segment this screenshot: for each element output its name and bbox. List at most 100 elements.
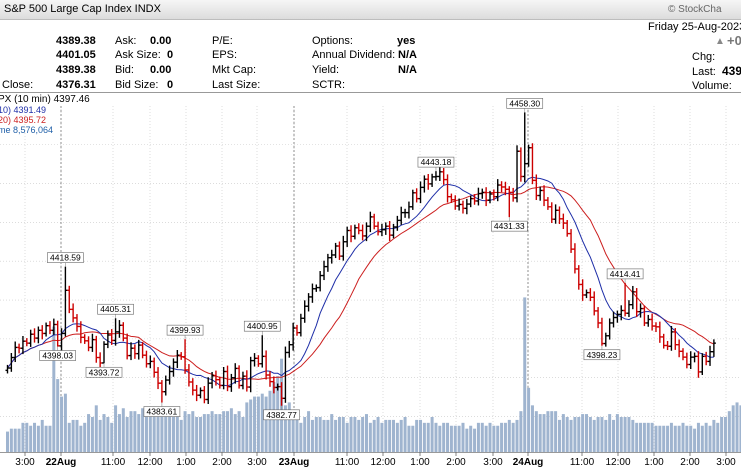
volume-bar: [160, 414, 164, 452]
volume-bar: [13, 428, 17, 452]
volume-bar: [210, 411, 214, 452]
volume-bar: [585, 414, 588, 452]
x-tick-label: 2:00: [680, 457, 700, 468]
ohlc-bar: [681, 348, 685, 361]
ohlc-bar: [542, 185, 547, 207]
annotation-box: [39, 350, 76, 361]
ohlc-bar: [433, 171, 438, 181]
ohlc-bar: [9, 353, 14, 372]
volume-bar: [739, 405, 741, 452]
volume-bar: [218, 414, 222, 452]
annotation-box: [166, 324, 204, 336]
ohlc-bar: [569, 229, 574, 253]
ohlc-bar: [599, 317, 604, 346]
chart-title: S&P 500 Large Cap Index INDX: [4, 3, 161, 15]
x-tick-label: 3:00: [483, 457, 503, 468]
ohlc-bar: [499, 181, 504, 193]
volume-bar: [199, 417, 202, 452]
ohlc-bar: [596, 307, 601, 329]
ohlc-bar: [210, 371, 215, 389]
ohlc-bar: [352, 224, 357, 240]
volume-bar: [557, 419, 561, 452]
volume-bar: [179, 419, 183, 452]
annotation-box: [490, 220, 528, 232]
volume-bar: [214, 414, 218, 452]
volume-bar: [422, 422, 426, 452]
ohlc-bar: [395, 215, 400, 231]
ohlc-bar: [302, 300, 307, 323]
ohlc-bar: [275, 383, 280, 391]
open-value: 4389.38: [56, 35, 96, 47]
annotation-label: 4382.77: [266, 410, 297, 420]
ohlc-bar: [36, 326, 41, 344]
ohlc-bar: [657, 321, 662, 343]
volume-bar: [87, 414, 91, 452]
volume-bar: [453, 425, 457, 452]
volume-bar: [573, 417, 577, 452]
volume-bar: [29, 425, 33, 452]
volume-bar: [48, 425, 52, 452]
ohlc-bar: [233, 363, 238, 384]
volume-bar: [534, 411, 538, 452]
volume-bar: [612, 419, 616, 452]
volume-bar: [67, 422, 71, 452]
volume-bar: [202, 414, 206, 452]
ohlc-bar: [372, 213, 377, 230]
ohlc-bar: [298, 313, 303, 337]
annotation-box: [243, 320, 281, 332]
ohlc-bar: [40, 325, 45, 340]
volume-bar: [419, 419, 423, 452]
ohlc-bar: [105, 330, 110, 349]
ohlc-bar: [368, 211, 373, 233]
volume-bar: [6, 431, 9, 452]
ohlc-bar: [240, 371, 245, 390]
volume-bar: [538, 414, 542, 452]
yield-label: Yield:: [312, 64, 340, 76]
volume-bar: [364, 414, 368, 452]
ohlc-bar: [117, 320, 122, 338]
ohlc-bar: [102, 341, 106, 364]
ohlc-bar: [704, 351, 709, 366]
annotation-label: 4405.31: [100, 304, 131, 314]
ohlc-bar: [700, 353, 705, 376]
volume-bar: [52, 326, 56, 452]
ma10-line: [7, 176, 714, 387]
volume-bar: [415, 419, 419, 452]
volume-bar: [681, 422, 685, 452]
ohlc-bar: [213, 370, 218, 386]
volume-bar: [631, 419, 635, 452]
ohlc-bar: [484, 187, 489, 207]
high-value: 4401.05: [56, 49, 96, 61]
x-tick-label: 24Aug: [513, 457, 544, 468]
volume-bar: [426, 422, 430, 452]
volume-bar: [388, 419, 392, 452]
volume-bar: [492, 425, 496, 452]
ohlc-bar: [611, 311, 616, 328]
volume-bar: [129, 411, 133, 452]
volume-bar: [222, 411, 226, 452]
volume-bar: [592, 419, 596, 452]
x-tick-label: 22Aug: [46, 457, 77, 468]
ohlc-bar: [291, 322, 296, 351]
ohlc-bar: [144, 350, 149, 368]
legend-ma10: 10) 4391.49: [0, 105, 46, 115]
volume-bar: [56, 379, 60, 452]
x-tick-label: 2:00: [212, 457, 232, 468]
x-tick-label: 11:00: [570, 457, 595, 468]
volume-bar: [392, 419, 395, 452]
ohlc-bar: [661, 333, 666, 349]
ohlc-bar: [615, 310, 620, 323]
x-tick-label: 1:00: [644, 457, 664, 468]
volume-bar: [60, 396, 64, 452]
volume-bar: [476, 422, 480, 452]
chg-value: +0.: [727, 33, 741, 48]
ohlc-bar: [217, 376, 222, 389]
volume-bar: [496, 425, 500, 452]
volume-bar: [608, 414, 612, 452]
ohlc-bar: [113, 318, 118, 346]
ohlc-bar: [399, 206, 404, 225]
ohlc-bar: [252, 353, 257, 367]
volume-bar: [168, 411, 172, 452]
volume-bar: [337, 417, 341, 452]
